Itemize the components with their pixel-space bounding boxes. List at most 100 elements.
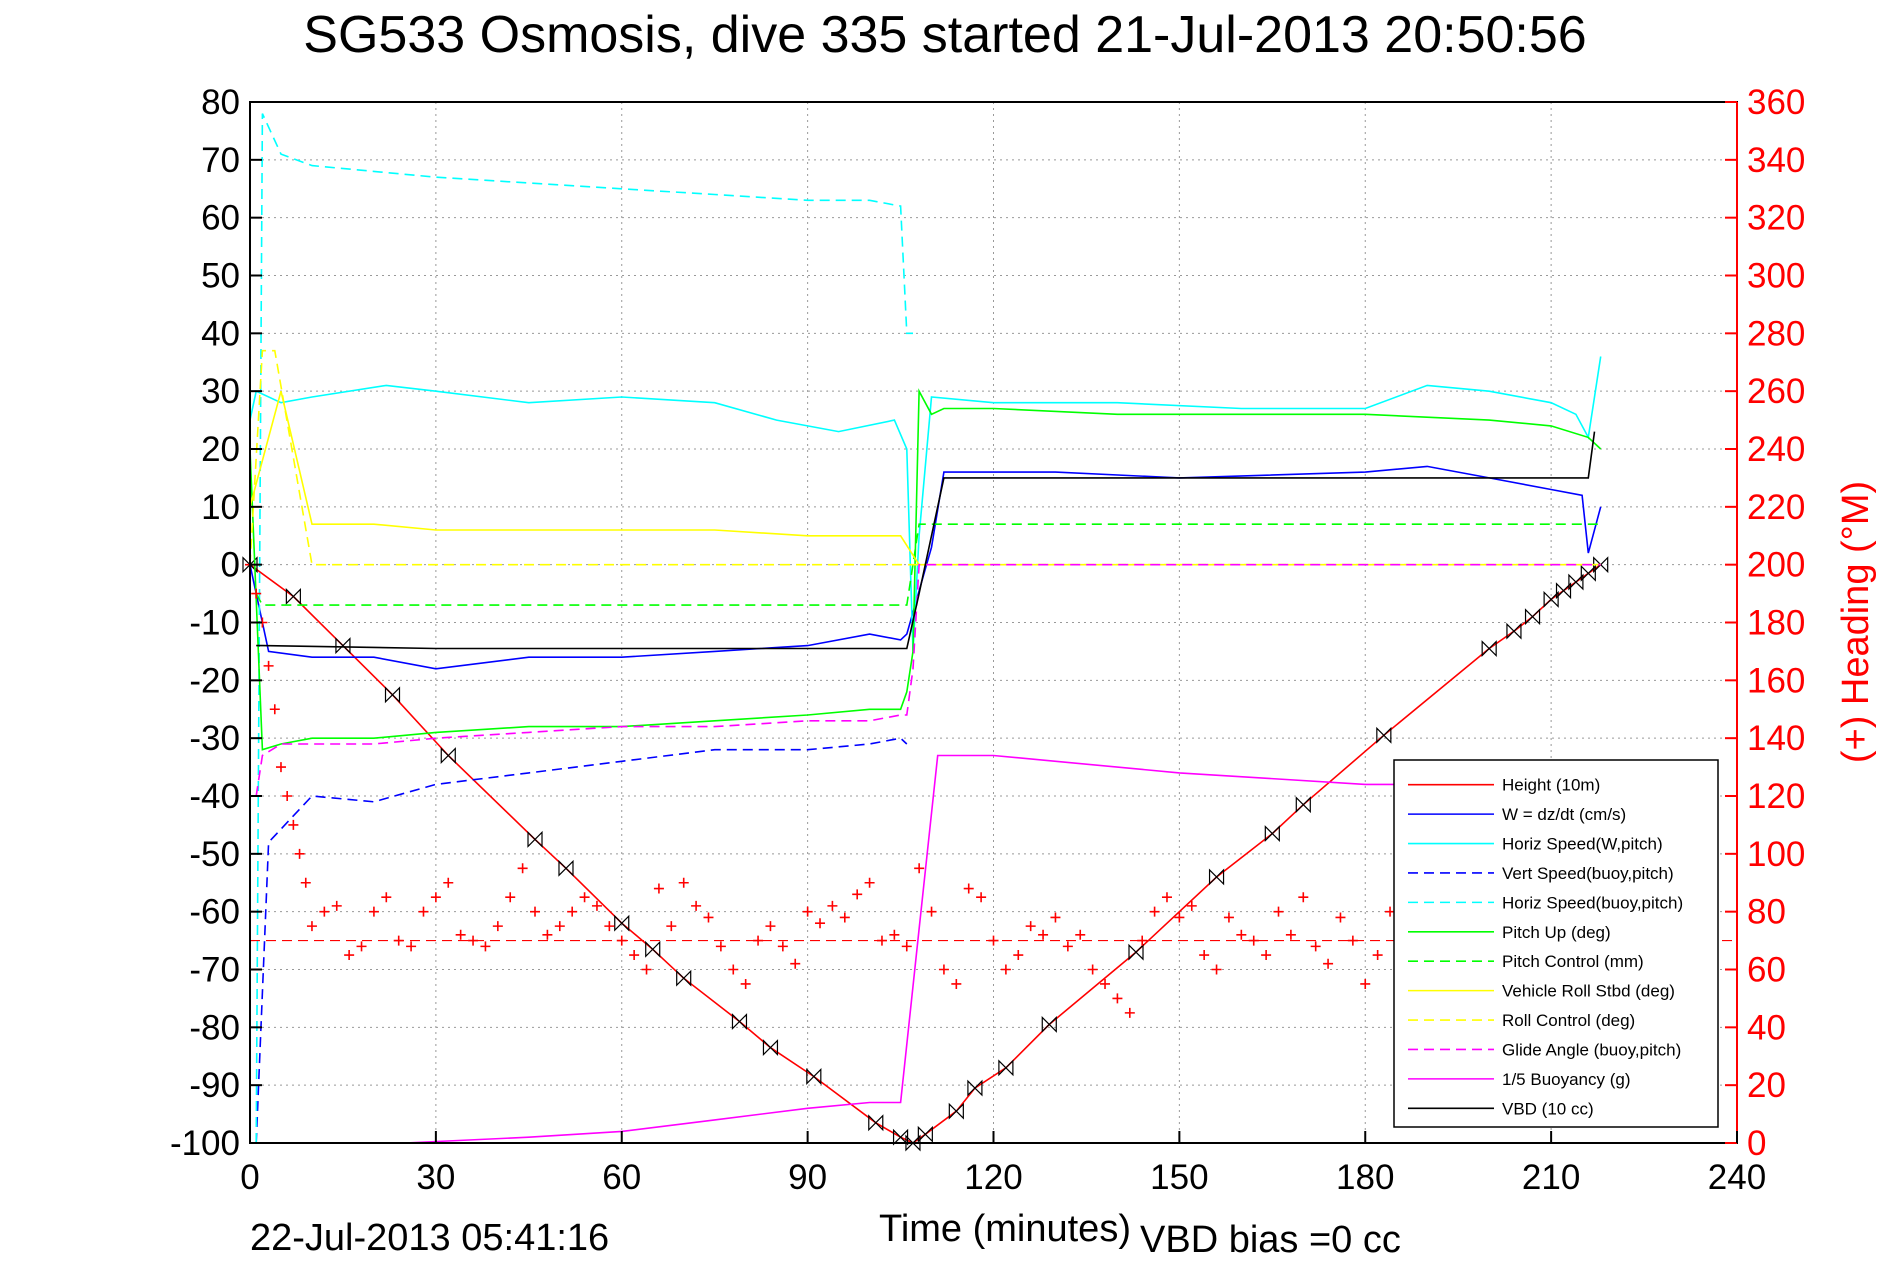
height-marker bbox=[285, 588, 301, 605]
right-tick-label: 140 bbox=[1747, 719, 1805, 758]
height-marker bbox=[384, 686, 401, 704]
left-tick-label: 70 bbox=[201, 141, 240, 180]
x-tick-label: 0 bbox=[240, 1158, 259, 1197]
height-marker bbox=[1568, 573, 1584, 591]
heading-point bbox=[319, 906, 330, 917]
height-marker bbox=[1376, 726, 1392, 744]
height-marker bbox=[1481, 640, 1497, 657]
heading-point bbox=[554, 921, 565, 932]
right-axis-label: (+) Heading (°M) bbox=[1835, 481, 1877, 763]
heading-point bbox=[1223, 912, 1234, 923]
heading-point bbox=[777, 941, 788, 952]
legend-label: Vehicle Roll Stbd (deg) bbox=[1502, 982, 1675, 1001]
heading-point bbox=[331, 900, 342, 911]
heading-point bbox=[641, 964, 652, 975]
series-line bbox=[256, 431, 1596, 650]
heading-point bbox=[591, 900, 602, 911]
legend-label: Pitch Up (deg) bbox=[1502, 923, 1611, 942]
heading-point bbox=[356, 941, 367, 952]
left-tick-label: 30 bbox=[201, 372, 240, 411]
heading-point bbox=[294, 848, 305, 859]
left-tick-label: -20 bbox=[189, 661, 240, 700]
vbd-bias-label: VBD bias =0 cc bbox=[1140, 1219, 1401, 1261]
right-tick-label: 160 bbox=[1747, 661, 1805, 700]
heading-point bbox=[715, 941, 726, 952]
x-tick-label: 240 bbox=[1708, 1158, 1766, 1197]
heading-point bbox=[368, 906, 379, 917]
legend-label: Horiz Speed(W,pitch) bbox=[1502, 835, 1663, 854]
heading-point bbox=[1298, 892, 1309, 903]
height-marker bbox=[917, 1125, 933, 1143]
x-axis-label: Time (minutes) bbox=[879, 1208, 1131, 1250]
height-marker bbox=[892, 1128, 909, 1146]
heading-point bbox=[579, 892, 590, 903]
x-tick-label: 210 bbox=[1522, 1158, 1580, 1197]
heading-point bbox=[1236, 929, 1247, 940]
right-tick-label: 0 bbox=[1747, 1124, 1766, 1163]
legend-label: Glide Angle (buoy,pitch) bbox=[1502, 1040, 1681, 1059]
heading-point bbox=[1025, 921, 1036, 932]
heading-point bbox=[406, 941, 417, 952]
heading-point bbox=[1124, 1007, 1135, 1018]
x-tick-label: 90 bbox=[788, 1158, 827, 1197]
heading-point bbox=[1149, 906, 1160, 917]
heading-point bbox=[963, 883, 974, 894]
heading-point bbox=[263, 660, 274, 671]
left-tick-label: -50 bbox=[189, 835, 240, 874]
heading-point bbox=[455, 929, 466, 940]
legend-label: W = dz/dt (cm/s) bbox=[1502, 805, 1626, 824]
height-marker bbox=[645, 940, 661, 958]
heading-point bbox=[480, 941, 491, 952]
left-tick-label: -100 bbox=[170, 1124, 240, 1163]
heading-point bbox=[938, 964, 949, 975]
height-marker bbox=[948, 1102, 964, 1120]
heading-point bbox=[269, 704, 280, 715]
heading-point bbox=[530, 906, 541, 917]
legend-label: Roll Control (deg) bbox=[1502, 1011, 1635, 1030]
series-line bbox=[249, 564, 1602, 1144]
right-tick-label: 280 bbox=[1747, 314, 1805, 353]
heading-point bbox=[1013, 950, 1024, 961]
heading-point bbox=[1310, 941, 1321, 952]
height-marker bbox=[1543, 590, 1559, 608]
series-line bbox=[255, 737, 908, 1144]
left-tick-label: -10 bbox=[189, 604, 240, 643]
right-tick-label: 220 bbox=[1747, 488, 1805, 527]
right-axis-ticks: 3603403203002802602402202001801601401201… bbox=[1725, 83, 1805, 1163]
series-line bbox=[255, 563, 1601, 797]
heading-point bbox=[1372, 950, 1383, 961]
heading-point bbox=[815, 918, 826, 929]
chart-title: SG533 Osmosis, dive 335 started 21-Jul-2… bbox=[303, 6, 1586, 64]
heading-point bbox=[604, 921, 615, 932]
heading-point bbox=[1062, 941, 1073, 952]
heading-point bbox=[728, 964, 739, 975]
heading-point bbox=[542, 929, 553, 940]
legend-label: VBD (10 cc) bbox=[1502, 1099, 1594, 1118]
height-marker bbox=[1524, 608, 1541, 626]
heading-point bbox=[1075, 929, 1086, 940]
right-tick-label: 180 bbox=[1747, 604, 1805, 643]
left-tick-label: 0 bbox=[221, 546, 240, 585]
heading-point bbox=[703, 912, 714, 923]
height-marker bbox=[440, 747, 456, 764]
height-marker bbox=[1264, 825, 1280, 843]
heading-point bbox=[629, 950, 640, 961]
height-marker bbox=[1506, 622, 1522, 640]
heading-point bbox=[567, 906, 578, 917]
heading-point bbox=[951, 978, 962, 989]
heading-point bbox=[1161, 892, 1172, 903]
height-marker bbox=[558, 859, 574, 877]
right-tick-label: 80 bbox=[1747, 893, 1786, 932]
right-tick-label: 60 bbox=[1747, 951, 1786, 990]
series-line bbox=[255, 523, 1601, 606]
right-tick-label: 20 bbox=[1747, 1066, 1786, 1105]
heading-point bbox=[790, 958, 801, 969]
left-tick-label: -40 bbox=[189, 777, 240, 816]
right-tick-label: 260 bbox=[1747, 372, 1805, 411]
right-tick-label: 300 bbox=[1747, 257, 1805, 296]
heading-point bbox=[889, 929, 900, 940]
heading-point bbox=[306, 921, 317, 932]
heading-point bbox=[430, 892, 441, 903]
heading-point bbox=[926, 906, 937, 917]
height-marker bbox=[868, 1114, 884, 1132]
